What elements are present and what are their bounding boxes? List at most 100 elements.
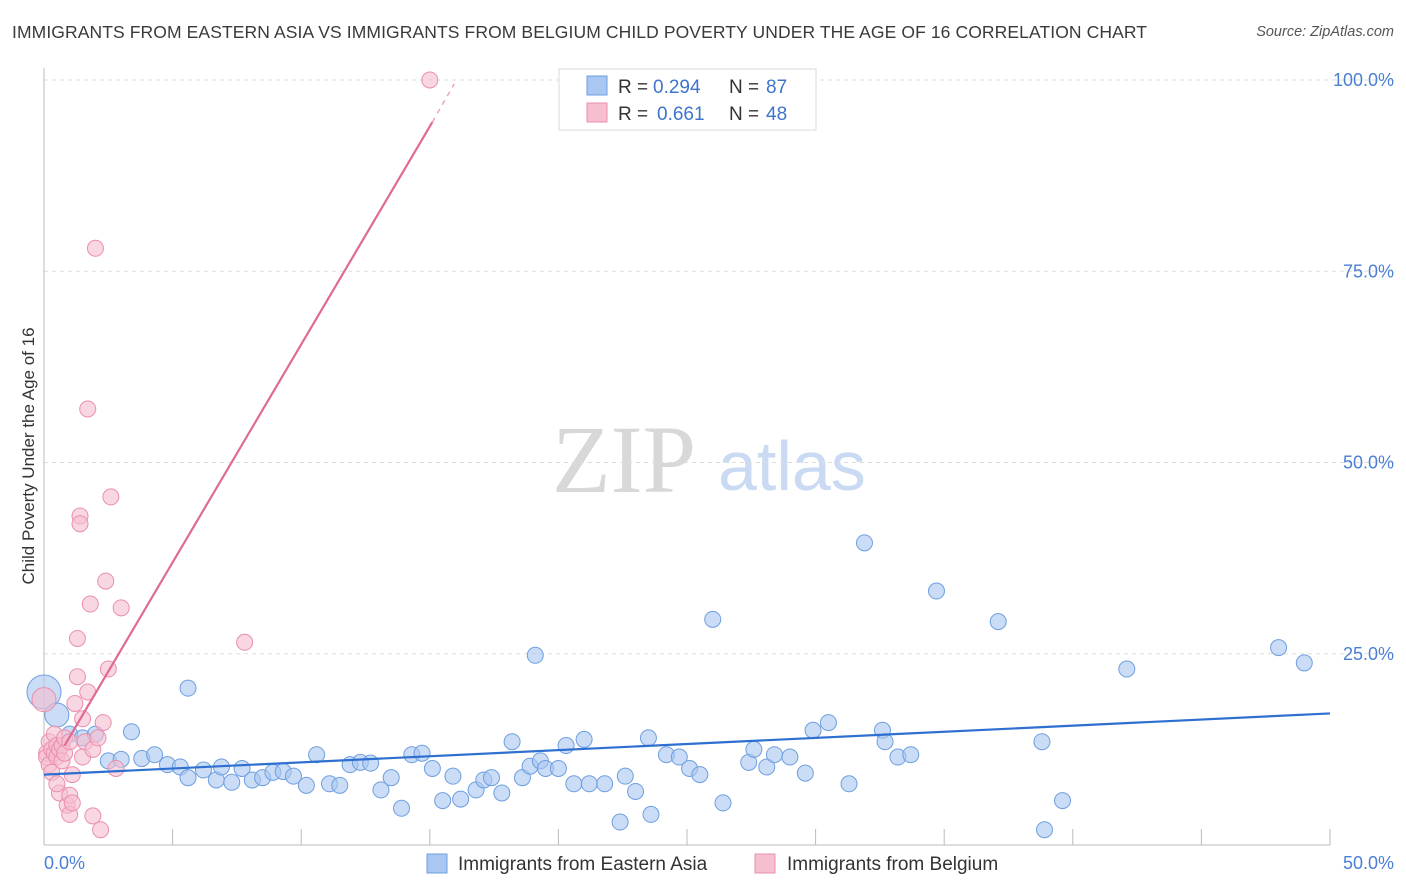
legend-r-label-blue: R = [618, 77, 648, 98]
belgium-point-31 [79, 400, 97, 418]
eastern-asia-point-43 [493, 784, 511, 802]
legend-n-value-blue: 87 [766, 77, 787, 98]
belgium-point-37 [89, 729, 107, 747]
legend-r-label-pink: R = [618, 104, 648, 125]
eastern-asia-point-54 [580, 775, 598, 793]
belgium-point-23 [66, 694, 84, 712]
belgium-point-40 [97, 572, 115, 590]
eastern-asia-point-68 [745, 740, 763, 758]
belgium-point-44 [112, 599, 130, 617]
eastern-asia-point-64 [691, 766, 709, 784]
series-eastern-asia [26, 534, 1313, 839]
bottom-legend-label-blue: Immigrants from Eastern Asia [458, 854, 708, 875]
watermark-zip: ZIP [552, 406, 696, 513]
belgium-point-46 [421, 71, 439, 89]
eastern-asia-point-39 [452, 790, 470, 808]
eastern-asia-point-48 [526, 646, 544, 664]
belgium-point-39 [94, 714, 112, 732]
eastern-asia-point-9 [146, 746, 164, 764]
x-axis-ticks [43, 829, 1331, 845]
belgium-point-27 [71, 515, 89, 533]
eastern-asia-point-70 [765, 746, 783, 764]
belgium-point-0 [31, 687, 57, 713]
eastern-asia-point-36 [423, 760, 441, 777]
bottom-legend-swatch-pink [754, 853, 776, 874]
chart-title: IMMIGRANTS FROM EASTERN ASIA VS IMMIGRAN… [12, 22, 1148, 42]
eastern-asia-point-30 [362, 754, 380, 772]
bottom-legend-swatch-blue [426, 853, 448, 874]
eastern-asia-point-56 [611, 813, 629, 831]
eastern-asia-point-37 [434, 792, 452, 810]
belgium-point-42 [102, 488, 120, 506]
x-tick-label-min: 0.0% [44, 853, 85, 873]
legend-swatch-pink [586, 102, 608, 123]
belgium-point-43 [107, 760, 125, 777]
eastern-asia-point-84 [1036, 821, 1054, 839]
gridlines [44, 79, 1392, 655]
belgium-point-47 [48, 775, 66, 793]
chart-source: Source: ZipAtlas.com [1256, 24, 1394, 40]
eastern-asia-point-59 [639, 729, 657, 747]
legend-r-value-pink: 0.661 [657, 104, 705, 125]
eastern-asia-point-78 [876, 733, 894, 751]
belgium-point-38 [92, 821, 110, 839]
eastern-asia-point-71 [781, 748, 799, 766]
trend-line-belgium-extension [431, 83, 455, 123]
eastern-asia-point-52 [549, 760, 567, 777]
eastern-asia-point-42 [483, 769, 501, 787]
belgium-point-45 [236, 633, 254, 651]
eastern-asia-point-13 [179, 679, 197, 697]
eastern-asia-point-74 [819, 714, 837, 732]
eastern-asia-point-76 [855, 534, 873, 552]
eastern-asia-point-44 [503, 733, 521, 751]
belgium-point-36 [86, 239, 104, 257]
legend-r-value-blue: 0.294 [653, 77, 701, 98]
legend-n-label-blue: N = [729, 77, 759, 98]
eastern-asia-point-75 [840, 775, 858, 793]
eastern-asia-point-85 [1054, 792, 1072, 810]
y-tick-label-75: 75.0% [1343, 261, 1394, 281]
eastern-asia-point-73 [804, 721, 822, 739]
belgium-point-25 [68, 668, 86, 686]
eastern-asia-point-23 [284, 767, 302, 785]
bottom-legend: Immigrants from Eastern Asia Immigrants … [426, 853, 998, 875]
eastern-asia-point-51 [557, 737, 575, 755]
eastern-asia-point-33 [393, 799, 411, 817]
eastern-asia-point-35 [413, 744, 431, 762]
y-tick-labels: 25.0% 50.0% 75.0% 100.0% [1333, 70, 1394, 664]
y-axis-title: Child Poverty Under the Age of 16 [19, 327, 38, 584]
y-tick-label-100: 100.0% [1333, 70, 1394, 90]
belgium-point-35 [84, 807, 102, 825]
eastern-asia-point-86 [1118, 660, 1136, 678]
eastern-asia-point-60 [642, 805, 660, 823]
eastern-asia-point-50 [565, 775, 583, 793]
eastern-asia-point-12 [179, 769, 197, 787]
eastern-asia-point-17 [223, 773, 241, 791]
eastern-asia-point-87 [1270, 639, 1288, 657]
watermark-atlas: atlas [718, 427, 866, 505]
eastern-asia-point-82 [989, 613, 1007, 631]
eastern-asia-point-65 [704, 610, 722, 628]
eastern-asia-point-38 [444, 767, 462, 785]
trend-lines [43, 83, 1331, 776]
x-tick-label-max: 50.0% [1343, 853, 1394, 873]
belgium-point-21 [63, 794, 81, 812]
eastern-asia-point-83 [1033, 733, 1051, 751]
eastern-asia-point-31 [372, 781, 390, 799]
eastern-asia-point-32 [382, 769, 400, 787]
eastern-asia-point-62 [670, 748, 688, 766]
legend-n-label-pink: N = [729, 104, 759, 125]
eastern-asia-point-55 [596, 775, 614, 793]
trend-line-belgium [63, 121, 434, 747]
eastern-asia-point-58 [627, 782, 645, 800]
eastern-asia-point-27 [331, 776, 349, 794]
legend-n-value-pink: 48 [766, 104, 787, 125]
eastern-asia-point-66 [714, 794, 732, 812]
eastern-asia-point-81 [927, 582, 945, 600]
belgium-point-24 [68, 629, 86, 647]
eastern-asia-point-88 [1295, 654, 1313, 672]
series-belgium [31, 71, 439, 839]
eastern-asia-point-24 [297, 776, 315, 794]
eastern-asia-point-57 [616, 767, 634, 785]
